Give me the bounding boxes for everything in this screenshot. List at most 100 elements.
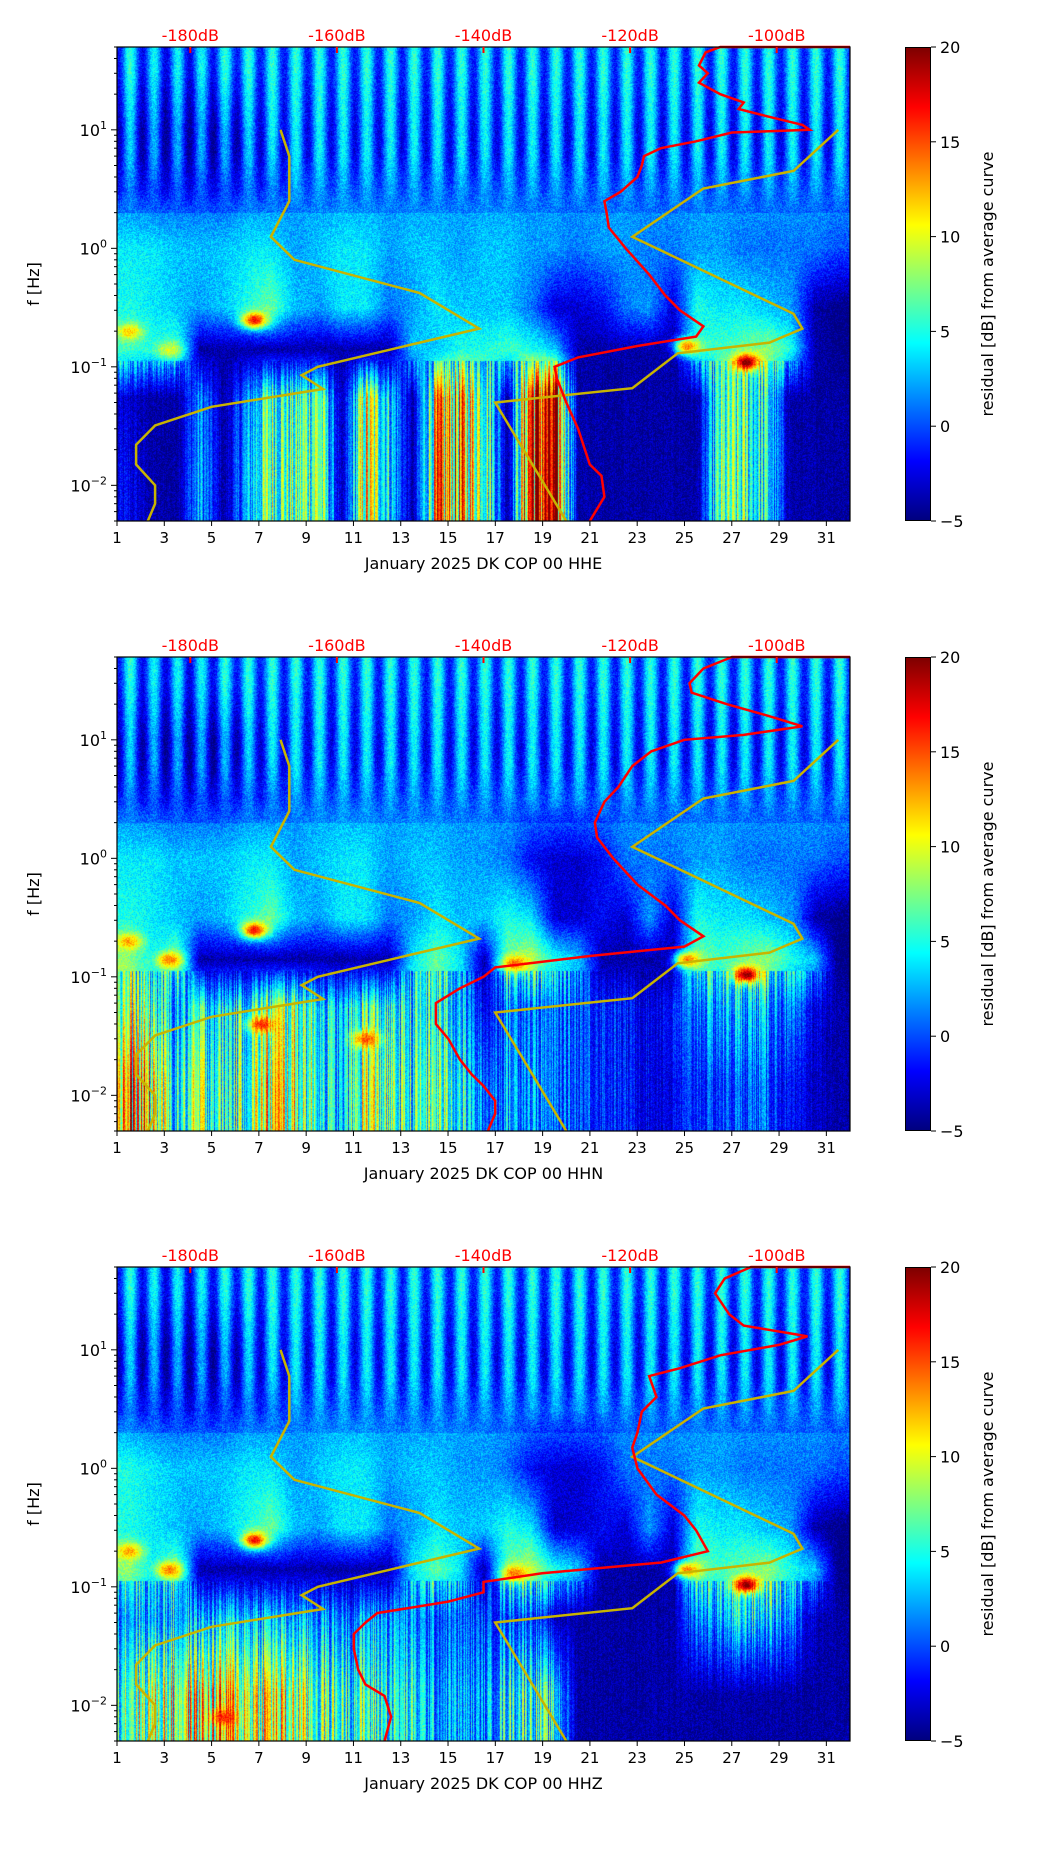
colorbar-tick-label: 20	[940, 648, 960, 667]
x-tick-label: 11	[344, 1749, 363, 1767]
colorbar-tick-label: −5	[940, 512, 964, 531]
x-axis-label: January 2025 DK COP 00 HHN	[363, 1164, 603, 1183]
panel-hhe: 1 3 5 7 9 11 13 15 17 19 21 23 25 27 29 31 January 2025 …	[0, 26, 1052, 647]
colorbar-tick-label: 15	[940, 1353, 960, 1372]
colorbar-tick-label: 20	[940, 38, 960, 57]
x-tick-label: 7	[254, 1749, 264, 1767]
x-tick-label: 5	[207, 529, 217, 547]
spectrogram-plot: 1 3 5 7 9 11 13 15 17 19 21 23 25 27 29 31 January 2025 …	[24, 26, 851, 573]
y-tick-label: 101	[80, 1339, 107, 1360]
x-tick-label: 29	[770, 1139, 789, 1157]
y-tick-label: 10−2	[70, 1084, 107, 1105]
y-axis-label: f [Hz]	[24, 1482, 43, 1526]
x-tick-label: 9	[301, 529, 311, 547]
db-tick-label: -180dB	[162, 1246, 219, 1265]
x-tick-label: 25	[675, 1139, 694, 1157]
db-tick-label: -120dB	[601, 1246, 658, 1265]
colorbar-axis: −5 0 5 10 15 20 residual [dB] from average cur…	[931, 38, 997, 531]
x-tick-label: 7	[254, 529, 264, 547]
db-tick-label: -140dB	[455, 26, 512, 45]
db-tick-label: -100dB	[748, 26, 805, 45]
colorbar-tick-label: 0	[940, 1027, 950, 1046]
y-tick-label: 100	[80, 237, 107, 258]
colorbar-tick-label: 5	[940, 322, 950, 341]
x-tick-label: 19	[533, 1749, 552, 1767]
x-tick-label: 27	[722, 529, 741, 547]
x-tick-label: 19	[533, 1139, 552, 1157]
plot-frame	[116, 1266, 851, 1742]
x-tick-label: 31	[817, 529, 836, 547]
y-axis-label: f [Hz]	[24, 872, 43, 916]
spectrogram-plot: 1 3 5 7 9 11 13 15 17 19 21 23 25 27 29 31 January 2025 …	[24, 636, 851, 1183]
nhnm-curve	[493, 128, 840, 522]
db-tick-label: -160dB	[308, 1246, 365, 1265]
colorbar-tick-label: −5	[940, 1122, 964, 1141]
db-tick-label: -120dB	[601, 26, 658, 45]
colorbar-label: residual [dB] from average curve	[978, 1372, 997, 1637]
colorbar-tick-label: 10	[940, 1448, 960, 1467]
y-tick-label: 101	[80, 729, 107, 750]
colorbar-axis: −5 0 5 10 15 20 residual [dB] from average cur…	[931, 648, 997, 1141]
spectrogram-heatmap	[117, 1267, 850, 1741]
colorbar-tick-label: 0	[940, 1637, 950, 1656]
colorbar-tick-label: 15	[940, 743, 960, 762]
x-tick-label: 27	[722, 1139, 741, 1157]
nhnm-curve	[493, 1348, 840, 1742]
db-tick-label: -120dB	[601, 636, 658, 655]
x-tick-label: 13	[391, 1139, 410, 1157]
x-tick-label: 7	[254, 1139, 264, 1157]
colorbar	[905, 657, 931, 1131]
y-tick-label: 10−2	[70, 1694, 107, 1715]
db-tick-label: -180dB	[162, 26, 219, 45]
x-tick-label: 13	[391, 1749, 410, 1767]
nlnm-curve	[134, 739, 483, 1132]
db-tick-label: -180dB	[162, 636, 219, 655]
x-tick-label: 5	[207, 1749, 217, 1767]
y-tick-label: 100	[80, 1457, 107, 1478]
y-tick-label: 10−2	[70, 474, 107, 495]
x-tick-label: 17	[486, 529, 505, 547]
colorbar-tick-label: −5	[940, 1732, 964, 1751]
x-tick-label: 31	[817, 1139, 836, 1157]
x-tick-label: 31	[817, 1749, 836, 1767]
panel-hhn: 1 3 5 7 9 11 13 15 17 19 21 23 25 27 29 31 January 2025 …	[0, 636, 1052, 1257]
colorbar-label: residual [dB] from average curve	[978, 152, 997, 417]
y-tick-label: 10−1	[70, 1576, 107, 1597]
y-axis-label: f [Hz]	[24, 262, 43, 306]
colorbar-tick-label: 15	[940, 133, 960, 152]
db-tick-label: -160dB	[308, 636, 365, 655]
colorbar-label: residual [dB] from average curve	[978, 762, 997, 1027]
db-tick-label: -140dB	[455, 1246, 512, 1265]
x-tick-label: 23	[628, 1749, 647, 1767]
x-axis-label: January 2025 DK COP 00 HHZ	[363, 1774, 602, 1793]
x-tick-label: 15	[438, 1749, 457, 1767]
y-tick-label: 10−1	[70, 966, 107, 987]
colorbar-tick-label: 10	[940, 228, 960, 247]
db-tick-label: -100dB	[748, 636, 805, 655]
x-tick-label: 3	[160, 529, 170, 547]
nlnm-curve	[134, 129, 483, 522]
plot-frame	[116, 46, 851, 522]
db-tick-label: -140dB	[455, 636, 512, 655]
plot-frame	[116, 656, 851, 1132]
nlnm-curve	[134, 1349, 483, 1742]
colorbar	[905, 47, 931, 521]
x-tick-label: 29	[770, 529, 789, 547]
db-tick-label: -100dB	[748, 1246, 805, 1265]
nhnm-curve	[493, 738, 840, 1132]
x-tick-label: 19	[533, 529, 552, 547]
spectrogram-heatmap	[117, 47, 850, 521]
y-tick-label: 101	[80, 119, 107, 140]
colorbar-tick-label: 5	[940, 932, 950, 951]
x-tick-label: 17	[486, 1139, 505, 1157]
x-tick-label: 21	[580, 1749, 599, 1767]
y-tick-label: 100	[80, 847, 107, 868]
y-tick-label: 10−1	[70, 356, 107, 377]
x-tick-label: 15	[438, 529, 457, 547]
colorbar	[905, 1267, 931, 1741]
x-tick-label: 11	[344, 529, 363, 547]
psd-average-curve	[352, 1265, 850, 1742]
